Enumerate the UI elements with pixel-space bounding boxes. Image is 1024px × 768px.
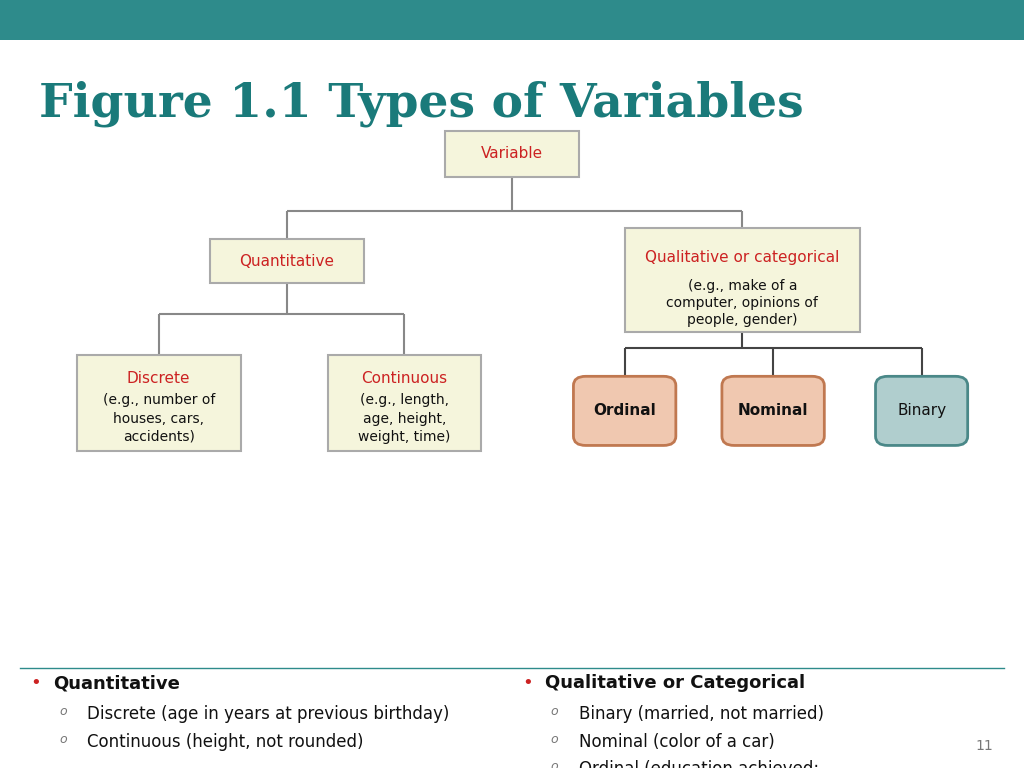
Text: •: •: [31, 674, 41, 692]
Text: Continuous: Continuous: [361, 371, 447, 386]
Text: Qualitative or Categorical: Qualitative or Categorical: [545, 674, 805, 692]
Text: Discrete (age in years at previous birthday): Discrete (age in years at previous birth…: [87, 705, 450, 723]
Bar: [77, 356, 241, 452]
Text: Nominal: Nominal: [738, 403, 808, 419]
Text: o: o: [551, 760, 558, 768]
FancyBboxPatch shape: [876, 376, 968, 445]
Text: o: o: [59, 733, 67, 746]
Text: houses, cars,: houses, cars,: [114, 412, 204, 425]
Bar: [328, 356, 481, 452]
Text: age, height,: age, height,: [362, 412, 446, 425]
FancyBboxPatch shape: [722, 376, 824, 445]
Text: o: o: [59, 705, 67, 718]
Text: (e.g., make of a: (e.g., make of a: [688, 280, 797, 293]
Text: Ordinal: Ordinal: [593, 403, 656, 419]
Text: Continuous (height, not rounded): Continuous (height, not rounded): [87, 733, 364, 750]
Text: Ordinal (education achieved:: Ordinal (education achieved:: [579, 760, 818, 768]
Bar: [445, 131, 579, 177]
Text: Qualitative or categorical: Qualitative or categorical: [645, 250, 840, 265]
Text: Binary (married, not married): Binary (married, not married): [579, 705, 823, 723]
Text: Variable: Variable: [481, 146, 543, 161]
Text: Binary: Binary: [897, 403, 946, 419]
Text: Quantitative: Quantitative: [53, 674, 180, 692]
Text: Figure 1.1 Types of Variables: Figure 1.1 Types of Variables: [39, 81, 804, 127]
Text: people, gender): people, gender): [687, 313, 798, 327]
Bar: [0, 0, 1024, 40]
Text: weight, time): weight, time): [358, 430, 451, 444]
FancyBboxPatch shape: [573, 376, 676, 445]
Text: Nominal (color of a car): Nominal (color of a car): [579, 733, 774, 750]
Text: accidents): accidents): [123, 430, 195, 444]
Text: o: o: [551, 705, 558, 718]
Text: (e.g., length,: (e.g., length,: [360, 393, 449, 407]
Bar: [210, 239, 364, 283]
Text: •: •: [522, 674, 532, 692]
Text: Discrete: Discrete: [127, 371, 190, 386]
Text: (e.g., number of: (e.g., number of: [102, 393, 215, 407]
Text: 11: 11: [976, 739, 993, 753]
Text: computer, opinions of: computer, opinions of: [667, 296, 818, 310]
Text: Quantitative: Quantitative: [240, 253, 334, 269]
Bar: [625, 229, 860, 332]
Text: o: o: [551, 733, 558, 746]
